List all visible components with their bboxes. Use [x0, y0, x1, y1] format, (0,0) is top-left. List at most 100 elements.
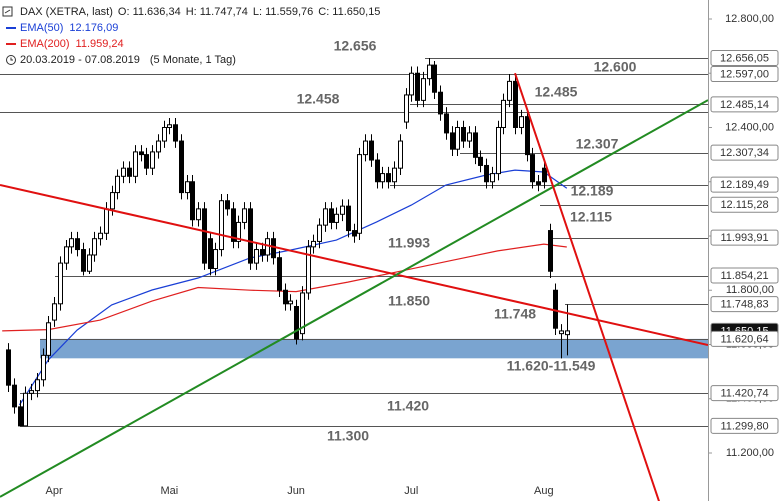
price-box [710, 267, 779, 284]
candle-body [104, 208, 109, 234]
price-box-label: 11.854,21 [720, 270, 768, 282]
y-tick-label: 12.400,00 [725, 121, 774, 133]
candle-body [363, 140, 368, 156]
candle-body [162, 126, 167, 142]
clock-icon [10, 57, 13, 61]
level-label: 12.656 [334, 38, 377, 54]
candle-body [311, 240, 316, 248]
level-label: 11.420 [387, 398, 429, 414]
legend-high: H: 11.747,74 [186, 6, 248, 18]
candle-body [438, 91, 443, 115]
level-label: 11.300 [327, 428, 369, 444]
price-box [710, 417, 779, 434]
y-tick-label: 12.800,00 [725, 13, 774, 25]
trendline [0, 99, 708, 498]
candle-body [190, 181, 195, 221]
y-tick-label: 11.800,00 [726, 284, 774, 296]
candle-body [87, 254, 92, 272]
candle-body [18, 406, 23, 427]
candle-body [265, 238, 270, 256]
price-box-label: 12.189,49 [720, 179, 769, 191]
price-box [710, 229, 779, 246]
candle-body [288, 300, 293, 305]
level-label: 12.600 [594, 59, 637, 75]
candle-body [219, 200, 224, 251]
candle-body [513, 80, 518, 128]
candle-body [565, 330, 570, 336]
legend-title: DAX (XETRA, last) [20, 6, 113, 18]
candle-body [208, 238, 213, 270]
candle-body [427, 64, 432, 80]
candle-body [98, 232, 103, 240]
price-box-label: 11.620,64 [720, 333, 768, 345]
candle-body [231, 208, 236, 242]
candle-body [548, 230, 553, 272]
level-label: 11.748 [494, 306, 536, 322]
price-box-label: 11.748,83 [720, 299, 768, 311]
price-box-label: 12.656,05 [720, 52, 769, 64]
candle-body [144, 154, 149, 169]
trendline [0, 184, 708, 347]
candle-body [225, 200, 230, 210]
candle-body [110, 192, 115, 210]
candle-body [58, 262, 63, 305]
candle-body [150, 151, 155, 169]
clock-icon [6, 55, 16, 65]
candle-body [248, 208, 253, 264]
candle-body [173, 124, 178, 142]
price-box-label: 12.115,28 [720, 199, 768, 211]
x-tick-label: Aug [534, 485, 554, 497]
candle-body [121, 167, 126, 177]
candle-body [236, 221, 241, 242]
candle-body [519, 116, 524, 128]
legend-close: C: 11.650,15 [318, 6, 380, 18]
price-box [710, 50, 779, 67]
candle-body [277, 257, 282, 291]
candle-body [254, 249, 259, 264]
candle-body [415, 72, 420, 101]
candle-body [139, 151, 144, 156]
candle-body [127, 167, 132, 177]
candle-body [386, 173, 391, 183]
candle-body [46, 322, 51, 356]
level-label: 12.115 [570, 209, 612, 225]
level-label: 11.993 [388, 235, 430, 251]
candle-body [283, 289, 288, 305]
candle-body [317, 224, 322, 242]
trendline [514, 72, 660, 501]
x-tick-label: Mai [160, 485, 178, 497]
legend-value: 11.959,24 [76, 38, 124, 50]
candle-body [380, 173, 385, 183]
price-box [710, 144, 779, 161]
candle-body [507, 80, 512, 101]
candle-body [29, 390, 34, 394]
candle-body [133, 151, 138, 177]
candle-body [323, 208, 328, 226]
legend-main: DAX (XETRA, last) O: 11.636,34 H: 11.747,7… [20, 6, 380, 18]
x-tick-label: Jul [404, 485, 418, 497]
legend: DAX (XETRA, last) O: 11.636,34 H: 11.747,7… [2, 6, 380, 66]
candle-body [52, 303, 57, 321]
candle-body [461, 126, 466, 142]
candle-body [300, 292, 305, 335]
y-tick-label: 11.200,00 [726, 447, 774, 459]
candle-body [6, 349, 11, 386]
price-box [710, 196, 779, 213]
candle-body [530, 154, 535, 183]
candle-body [179, 140, 184, 194]
candle-body [369, 140, 374, 161]
candle-body [375, 159, 380, 183]
level-label: 11.620-11.549 [507, 358, 596, 374]
price-box [710, 330, 779, 347]
candle-body [409, 72, 414, 96]
candle-body [115, 175, 120, 194]
candle-body [398, 140, 403, 169]
candle-body [392, 167, 397, 183]
candle-body [64, 246, 69, 264]
candle-body [346, 205, 351, 232]
legend-entry: EMA(200) 11.959,24 [20, 38, 124, 50]
candle-body [196, 208, 201, 221]
candle-body [484, 164, 489, 183]
price-box [710, 96, 779, 113]
